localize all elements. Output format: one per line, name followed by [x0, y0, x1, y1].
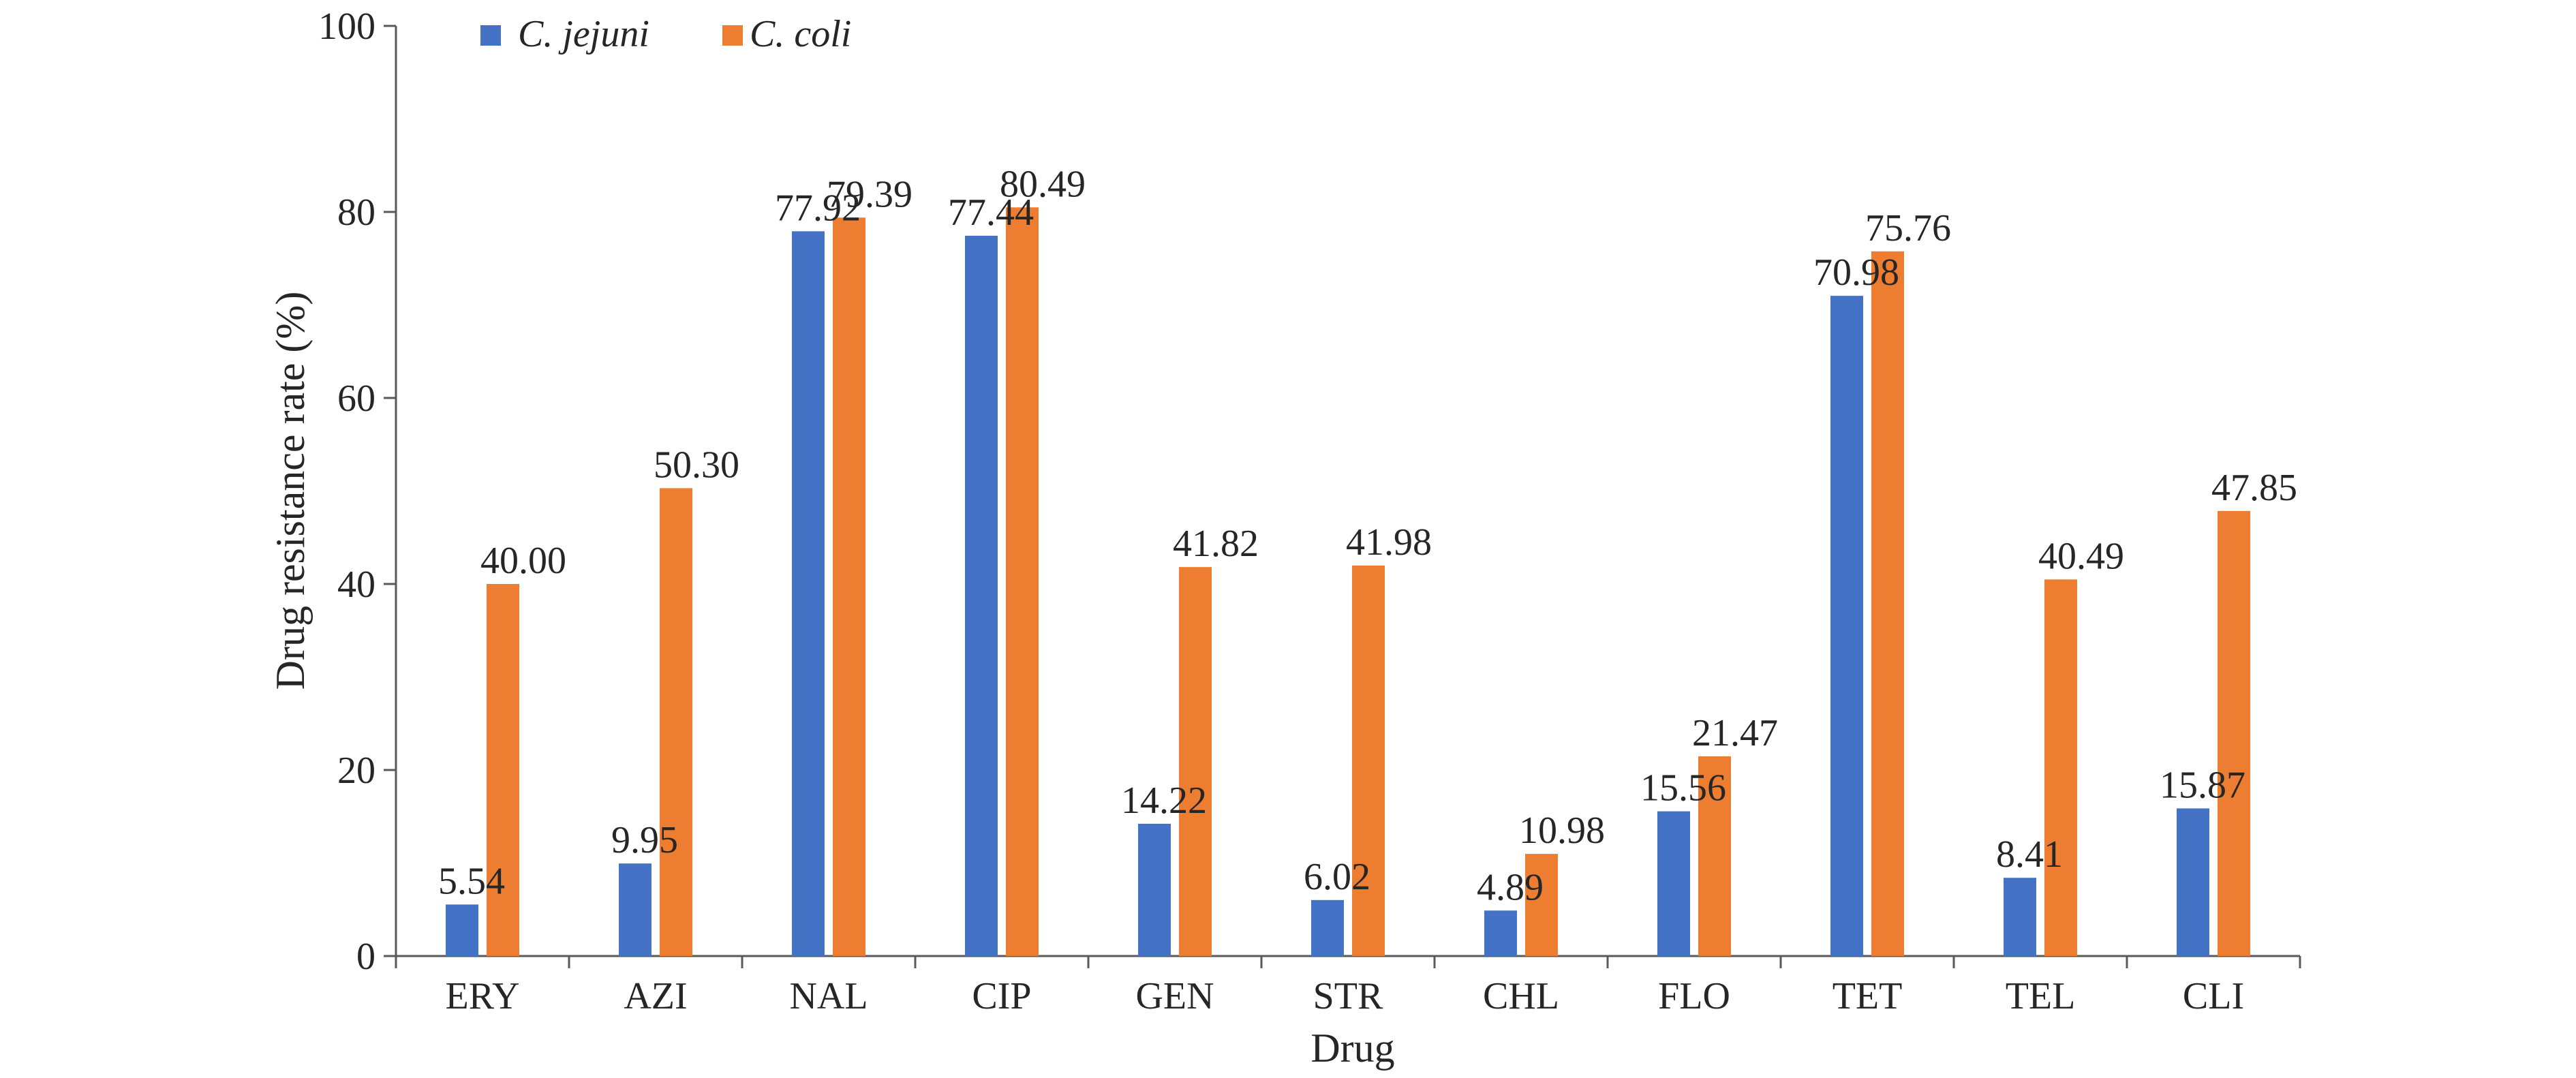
data-label-c-coli-str: 41.98: [1346, 521, 1432, 564]
y-axis-ticks: 0 20 40 60 80 100: [318, 5, 396, 978]
y-tick-label: 0: [356, 936, 375, 978]
x-axis: ERY AZI NAL CIP GEN STR CHL FLO TET TEL CLI Drug: [395, 955, 2301, 1071]
bar-c-coli-cip: [1006, 207, 1039, 956]
bar-c-coli-str: [1352, 565, 1385, 956]
x-tick-label-tel: TEL: [2006, 975, 2076, 1017]
data-label-c-coli-tel: 40.49: [2038, 535, 2124, 577]
bars: [446, 207, 2250, 957]
x-axis-title: Drug: [1310, 1026, 1394, 1071]
legend-swatch-c-coli: [722, 25, 743, 46]
bar-c-coli-flo: [1698, 756, 1731, 956]
bar-c-coli-tet: [1871, 251, 1904, 957]
x-tick-label-flo: FLO: [1658, 975, 1730, 1017]
bar-c-coli-nal: [833, 217, 865, 956]
x-tick-label-azi: AZI: [624, 975, 687, 1017]
x-tick-label-gen: GEN: [1135, 975, 1214, 1017]
bar-c-jejuni-chl: [1484, 910, 1517, 956]
x-tick-label-cli: CLI: [2183, 975, 2244, 1017]
data-label-c-jejuni-cip: 77.44: [948, 191, 1034, 234]
data-label-c-jejuni-chl: 4.89: [1477, 866, 1544, 908]
bar-c-jejuni-flo: [1657, 811, 1690, 956]
bar-c-jejuni-cip: [965, 235, 998, 957]
bar-c-coli-azi: [660, 488, 692, 956]
bar-c-jejuni-cli: [2177, 808, 2209, 956]
bar-c-jejuni-ery: [446, 904, 478, 956]
data-label-c-coli-cli: 47.85: [2211, 467, 2297, 509]
data-label-c-jejuni-tel: 8.41: [1996, 833, 2063, 876]
data-label-c-jejuni-azi: 9.95: [611, 819, 678, 861]
data-label-c-coli-azi: 50.30: [654, 444, 739, 486]
bar-c-jejuni-str: [1311, 899, 1344, 956]
bar-c-jejuni-azi: [619, 863, 651, 956]
data-label-c-coli-ery: 40.00: [480, 540, 566, 582]
bar-c-jejuni-tel: [2004, 878, 2036, 956]
bar-c-coli-ery: [487, 584, 519, 956]
y-tick-label: 100: [318, 5, 375, 48]
legend: C. jejuni C. coli: [480, 13, 851, 55]
y-tick-label: 40: [337, 564, 375, 606]
data-labels: 5.54 9.95 77.92 77.44 14.22 6.02 4.89 15.56 70.9…: [438, 163, 2297, 908]
x-tick-label-ery: ERY: [446, 975, 520, 1017]
data-label-c-jejuni-str: 6.02: [1304, 856, 1370, 898]
data-label-c-jejuni-gen: 14.22: [1121, 780, 1207, 822]
x-tick-label-cip: CIP: [972, 975, 1031, 1017]
x-tick-label-tet: TET: [1833, 975, 1903, 1017]
data-label-c-coli-cip: 80.49: [1000, 163, 1086, 205]
bar-c-jejuni-gen: [1138, 823, 1171, 956]
x-tick-label-chl: CHL: [1483, 975, 1559, 1017]
y-axis: 0 20 40 60 80 100 Drug resistance rate (%): [268, 5, 397, 978]
x-tick-label-nal: NAL: [789, 975, 868, 1017]
data-label-c-coli-chl: 10.98: [1519, 810, 1605, 852]
y-tick-label: 80: [337, 191, 375, 234]
bar-c-coli-tel: [2044, 579, 2077, 956]
data-label-c-coli-gen: 41.82: [1173, 523, 1259, 565]
data-label-c-jejuni-cli: 15.87: [2160, 764, 2245, 806]
data-label-c-jejuni-tet: 70.98: [1813, 251, 1899, 294]
y-tick-label: 20: [337, 750, 375, 792]
data-label-c-coli-tet: 75.76: [1865, 207, 1951, 249]
data-label-c-coli-flo: 21.47: [1692, 712, 1778, 754]
data-label-c-coli-nal: 79.39: [827, 173, 913, 215]
y-axis-title: Drug resistance rate (%): [268, 292, 313, 690]
y-tick-label: 60: [337, 378, 375, 420]
bar-c-coli-cli: [2218, 510, 2250, 956]
legend-label-c-jejuni: C. jejuni: [518, 13, 649, 55]
bar-c-jejuni-nal: [792, 231, 825, 957]
bar-c-coli-gen: [1179, 567, 1212, 956]
data-label-c-jejuni-flo: 15.56: [1640, 767, 1726, 810]
data-label-c-jejuni-ery: 5.54: [438, 860, 505, 902]
bar-c-jejuni-tet: [1830, 296, 1863, 956]
legend-swatch-c-jejuni: [480, 25, 501, 46]
bar-c-coli-chl: [1525, 854, 1558, 956]
x-tick-label-str: STR: [1313, 975, 1383, 1017]
data-label-c-jejuni-nal: 77.92: [775, 187, 861, 229]
x-axis-ticks: ERY AZI NAL CIP GEN STR CHL FLO TET TEL CLI: [395, 956, 2301, 1017]
legend-label-c-coli: C. coli: [750, 13, 851, 55]
